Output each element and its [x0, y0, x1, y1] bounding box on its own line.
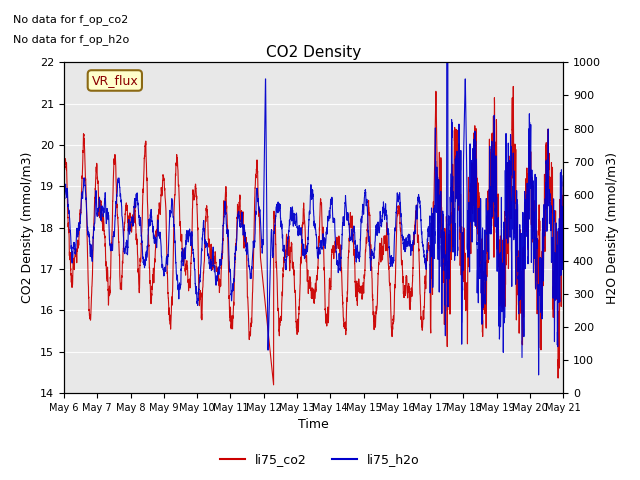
Y-axis label: H2O Density (mmol/m3): H2O Density (mmol/m3) [607, 152, 620, 304]
Text: No data for f_op_h2o: No data for f_op_h2o [13, 34, 129, 45]
Title: CO2 Density: CO2 Density [266, 45, 361, 60]
Y-axis label: CO2 Density (mmol/m3): CO2 Density (mmol/m3) [22, 152, 35, 303]
Legend: li75_co2, li75_h2o: li75_co2, li75_h2o [215, 448, 425, 471]
Text: VR_flux: VR_flux [92, 74, 138, 87]
X-axis label: Time: Time [298, 419, 329, 432]
Text: No data for f_op_co2: No data for f_op_co2 [13, 14, 128, 25]
